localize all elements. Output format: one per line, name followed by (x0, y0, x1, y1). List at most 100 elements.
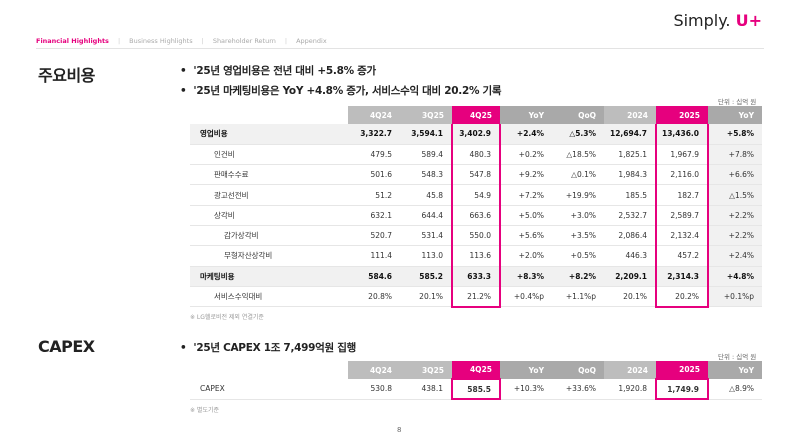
table-cell: 585.2 (400, 266, 452, 287)
nav-appendix[interactable]: Appendix (296, 37, 327, 45)
table-cell: +0.5% (552, 245, 604, 267)
table-cell: +3.5% (552, 225, 604, 247)
bullet-capex: '25년 CAPEX 1조 7,499억원 집행 (180, 340, 356, 355)
table-cell: 584.6 (348, 266, 400, 287)
row-label: 감가상각비 (190, 225, 348, 247)
table-cell: 1,749.9 (655, 378, 709, 400)
table-cell: 633.3 (451, 266, 501, 287)
nav-separator: | (117, 37, 121, 45)
table-cell: +7.2% (500, 184, 552, 206)
table-cell: △5.3% (552, 124, 604, 145)
table-header: 4Q24 3Q25 4Q25 YoY QoQ 2024 2025 YoY (190, 361, 762, 379)
section-title-costs: 주요비용 (38, 66, 95, 85)
table-cell: 113.0 (400, 245, 452, 267)
table-cell: 2,209.1 (604, 266, 656, 287)
column-header: 4Q25 (452, 361, 500, 379)
table-row: 인건비 479.5 589.4 480.3 +0.2% △18.5% 1,825.1 1,96… (190, 144, 762, 166)
nav-separator: | (284, 37, 288, 45)
table-cell: 13,436.0 (655, 124, 709, 145)
table-cell: 20.8% (348, 286, 400, 308)
capex-table: 4Q24 3Q25 4Q25 YoY QoQ 2024 2025 YoY CAPEX 530.8… (190, 361, 762, 400)
table-cell: 520.7 (348, 225, 400, 247)
table-cell: 111.4 (348, 245, 400, 267)
table-row: 무형자산상각비 111.4 113.0 113.6 +2.0% +0.5% 446.3 457… (190, 245, 762, 267)
table-cell: 2,132.4 (655, 225, 709, 247)
section-title-capex: CAPEX (38, 337, 95, 356)
table-cell: +5.0% (500, 205, 552, 226)
table-cell: +9.2% (500, 164, 552, 186)
column-header: YoY (708, 106, 762, 124)
table-header: 4Q24 3Q25 4Q25 YoY QoQ 2024 2025 YoY (190, 106, 762, 124)
bullet-marketing: '25년 마케팅비용은 YoY +4.8% 증가, 서비스수익 대비 20.2%… (180, 83, 501, 98)
table-cell: 3,402.9 (451, 124, 501, 145)
row-label: 인건비 (190, 144, 348, 166)
table-cell: 20.1% (400, 286, 452, 308)
column-header: YoY (500, 106, 552, 124)
footnote-capex: ※ 별도기준 (190, 407, 220, 414)
column-header: 4Q24 (348, 106, 400, 124)
table-cell: 2,532.7 (604, 205, 656, 226)
table-cell: +7.8% (708, 144, 762, 166)
column-header: 4Q25 (452, 106, 500, 124)
table-cell: 12,694.7 (604, 124, 656, 145)
page-number: 8 (397, 426, 402, 434)
table-cell: 51.2 (348, 184, 400, 206)
table-cell: 1,984.3 (604, 164, 656, 186)
table-cell: 457.2 (655, 245, 709, 267)
row-label: 광고선전비 (190, 184, 348, 206)
table-cell: 548.3 (400, 164, 452, 186)
table-cell: 531.4 (400, 225, 452, 247)
column-header: YoY (500, 361, 552, 379)
nav-business-highlights[interactable]: Business Highlights (129, 37, 193, 45)
row-label: 마케팅비용 (190, 266, 348, 287)
row-label: 서비스수익대비 (190, 286, 348, 308)
column-header: 2025 (656, 361, 708, 379)
table-cell: 3,322.7 (348, 124, 400, 145)
table-cell: 1,967.9 (655, 144, 709, 166)
table-row: 상각비 632.1 644.4 663.6 +5.0% +3.0% 2,532.7 2,589… (190, 205, 762, 226)
table-row: 마케팅비용 584.6 585.2 633.3 +8.3% +8.2% 2,209.1 2,3… (190, 266, 762, 287)
brand-logo: Simply. U+ (673, 11, 762, 30)
table-cell: +2.4% (708, 245, 762, 267)
column-header: 2025 (656, 106, 708, 124)
table-cell: +1.1%p (552, 286, 604, 308)
nav-divider (36, 48, 764, 49)
table-cell: 185.5 (604, 184, 656, 206)
table-cell: 530.8 (348, 379, 400, 400)
table-cell: 113.6 (451, 245, 501, 267)
table-cell: +0.2% (500, 144, 552, 166)
column-header: 2024 (604, 106, 656, 124)
table-cell: 54.9 (451, 184, 501, 206)
table-cell: 20.2% (655, 286, 709, 308)
table-cell: 20.1% (604, 286, 656, 308)
table-cell: 45.8 (400, 184, 452, 206)
table-cell: +0.1%p (708, 286, 762, 308)
table-cell: 479.5 (348, 144, 400, 166)
table-cell: 1,920.8 (604, 379, 656, 400)
table-cell: +0.4%p (500, 286, 552, 308)
nav-shareholder-return[interactable]: Shareholder Return (212, 37, 276, 45)
top-nav: Financial Highlights | Business Highligh… (36, 37, 327, 45)
column-header: QoQ (552, 361, 604, 379)
table-cell: △1.5% (708, 184, 762, 206)
nav-separator: | (201, 37, 204, 45)
table-cell: 438.1 (400, 379, 452, 400)
table-cell: +10.3% (500, 379, 552, 400)
table-cell: +5.8% (708, 124, 762, 145)
table-cell: +2.0% (500, 245, 552, 267)
table-cell: 446.3 (604, 245, 656, 267)
table-cell: 589.4 (400, 144, 452, 166)
unit-label: 단위 : 십억 원 (718, 98, 757, 106)
bullet-opex: '25년 영업비용은 전년 대비 +5.8% 증가 (180, 63, 376, 78)
table-cell: 2,314.3 (655, 266, 709, 287)
nav-financial-highlights[interactable]: Financial Highlights (36, 37, 109, 45)
logo-plus: U+ (735, 11, 762, 30)
row-label: 영업비용 (190, 124, 348, 145)
unit-label-capex: 단위 : 십억 원 (718, 353, 757, 361)
table-cell: +2.2% (708, 205, 762, 226)
row-label: 무형자산상각비 (190, 245, 348, 267)
table-cell: 1,825.1 (604, 144, 656, 166)
column-header: YoY (708, 361, 762, 379)
row-label: 상각비 (190, 205, 348, 226)
table-cell: 547.8 (451, 164, 501, 186)
